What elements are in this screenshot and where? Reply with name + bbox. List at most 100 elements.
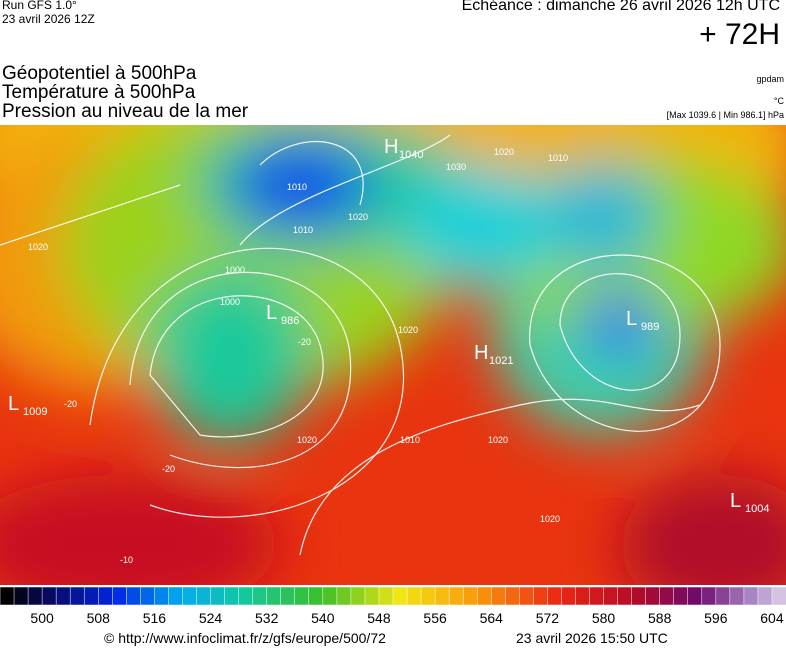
- isoline-label: 1010: [548, 153, 568, 163]
- colorbar-swatch: [280, 586, 296, 606]
- pressure-letter: L: [8, 393, 19, 415]
- colorbar-tick-label: 588: [647, 610, 672, 626]
- legend-line: Température à 500hPa: [2, 82, 196, 103]
- colorbar-swatch: [336, 586, 352, 606]
- isoline-label: 1020: [488, 435, 508, 445]
- pressure-value: 1004: [745, 503, 769, 515]
- colorbar-tick-label: 540: [311, 610, 335, 626]
- colorbar-swatch: [364, 586, 380, 606]
- colorbar-tick-label: 572: [535, 610, 560, 626]
- colorbar-swatch: [308, 586, 324, 606]
- colorbar-swatch: [27, 586, 43, 606]
- colorbar-swatch: [771, 586, 786, 606]
- colorbar-swatch: [266, 586, 282, 606]
- pressure-letter: H: [384, 136, 398, 158]
- pressure-value: 1040: [399, 149, 423, 161]
- pressure-letter: L: [730, 490, 741, 512]
- colorbar-swatch: [589, 586, 605, 606]
- pressure-letter: L: [266, 302, 277, 324]
- colorbar-swatch: [617, 586, 633, 606]
- run-date: 23 avril 2026 12Z: [2, 12, 95, 26]
- colorbar-tick-label: 580: [591, 610, 616, 626]
- legend-line: Pression au niveau de la mer: [2, 101, 249, 122]
- isoline-label: 1000: [220, 297, 240, 307]
- isoline-label: 1020: [540, 514, 560, 524]
- colorbar-tick-label: 548: [367, 610, 391, 626]
- colorbar-swatch: [392, 586, 408, 606]
- colorbar-swatch: [294, 586, 310, 606]
- pressure-letter: L: [626, 308, 637, 330]
- colorbar-swatch: [757, 586, 773, 606]
- colorbar-swatch: [462, 586, 478, 606]
- colorbar-swatch: [505, 586, 521, 606]
- echeance: Echéance : dimanche 26 avril 2026 12h UT…: [461, 0, 780, 14]
- colorbar-swatch: [645, 586, 661, 606]
- run: Run GFS 1.0°: [2, 0, 77, 12]
- isoline-label: 1030: [446, 162, 466, 172]
- isoline-label: 1010: [400, 435, 420, 445]
- colorbar-swatch: [154, 586, 170, 606]
- colorbar-swatch: [519, 586, 535, 606]
- colorbar-swatch: [41, 586, 57, 606]
- colorbar-swatch: [631, 586, 647, 606]
- isoline-label: -10: [120, 555, 133, 565]
- colorbar-swatch: [182, 586, 198, 606]
- colorbar-tick-label: 532: [254, 610, 279, 626]
- pressure-value: 989: [641, 321, 659, 333]
- pressure-value: 1021: [489, 355, 513, 367]
- unit: [Max 1039.6 | Min 986.1] hPa: [666, 110, 784, 120]
- colorbar-swatch: [434, 586, 450, 606]
- colorbar-swatch: [448, 586, 464, 606]
- unit: °C: [773, 96, 784, 106]
- colorbar-swatch: [533, 586, 549, 606]
- colorbar-swatch: [729, 586, 745, 606]
- colorbar-swatch: [0, 586, 15, 606]
- isoline-label: 1020: [297, 435, 317, 445]
- colorbar-swatch: [168, 586, 184, 606]
- colorbar-swatch: [673, 586, 689, 606]
- generated: 23 avril 2026 15:50 UTC: [516, 630, 668, 646]
- colorbar-tick-label: 604: [760, 610, 784, 626]
- colorbar-swatch: [378, 586, 394, 606]
- colorbar-swatch: [406, 586, 422, 606]
- colorbar-swatch: [575, 586, 591, 606]
- colorbar-swatch: [476, 586, 493, 606]
- colorbar-swatch: [322, 586, 338, 606]
- colorbar-swatch: [701, 586, 717, 606]
- isoline-label: 1020: [28, 242, 48, 252]
- colorbar-swatch: [238, 586, 254, 606]
- colorbar-swatch: [491, 586, 507, 606]
- colorbar-swatch: [743, 586, 759, 606]
- colorbar-swatch: [98, 586, 114, 606]
- isoline-label: 1000: [225, 265, 245, 275]
- colorbar-swatch: [196, 586, 212, 606]
- colorbar-swatch: [13, 586, 29, 606]
- colorbar-swatch: [126, 586, 142, 606]
- colorbar-swatch: [83, 586, 100, 606]
- pressure-value: 986: [281, 315, 299, 327]
- lead-time: + 72H: [699, 18, 780, 51]
- colorbar-swatch: [687, 586, 703, 606]
- colorbar-swatch: [420, 586, 436, 606]
- isoline-label: 1010: [293, 225, 313, 235]
- colorbar-tick-label: 500: [30, 610, 54, 626]
- colorbar-swatch: [547, 586, 563, 606]
- colorbar-ticks: 500 508 516 524 532 540 548 556 564 572 580 588 596 6…: [0, 610, 786, 628]
- colorbar-swatch: [659, 586, 675, 606]
- pressure-letter: H: [474, 342, 488, 364]
- colorbar-swatch: [210, 586, 226, 606]
- colorbar-swatch: [561, 586, 577, 606]
- colorbar-tick-label: 516: [142, 610, 167, 626]
- colorbar-swatch: [715, 586, 731, 606]
- colorbar-tick-label: 564: [479, 610, 503, 626]
- source: © http://www.infoclimat.fr/z/gfs/europe/…: [104, 630, 386, 646]
- isoline-label: 1010: [287, 182, 307, 192]
- isoline-label: 1020: [398, 325, 418, 335]
- colorbar-swatch: [69, 586, 85, 606]
- isoline-label: 1020: [348, 212, 368, 222]
- colorbar-swatch: [140, 586, 156, 606]
- colorbar-swatch: [112, 586, 128, 606]
- colorbar-tick-label: 596: [704, 610, 728, 626]
- colorbar-tick-label: 556: [423, 610, 447, 626]
